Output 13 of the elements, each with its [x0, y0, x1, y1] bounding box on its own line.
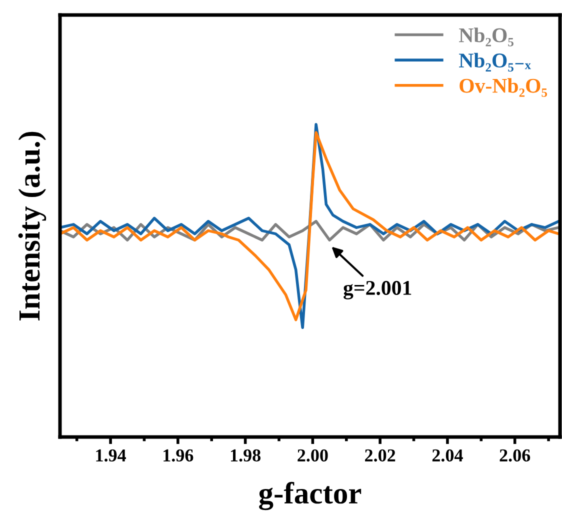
- x-tick-label: 1.98: [230, 449, 261, 462]
- x-tick-label: 1.96: [164, 449, 194, 462]
- legend-label: Nb₂O₅₋ₓ: [459, 52, 531, 72]
- x-tick-label: 2.02: [365, 449, 396, 462]
- x-tick-label: 2.06: [500, 449, 530, 462]
- x-axis-title: g-factor: [259, 482, 362, 510]
- text: 2.00: [298, 449, 328, 462]
- legend-label: Nb₂O₅: [459, 28, 514, 46]
- annotation: g=2.001: [344, 280, 412, 300]
- legend-label: Ov-Nb₂O₅: [460, 78, 548, 97]
- y-axis-title: Intensity (a.u.): [18, 132, 46, 320]
- x-tick-label: 2.04: [432, 449, 463, 462]
- x-tick-label: 1.94: [96, 449, 126, 462]
